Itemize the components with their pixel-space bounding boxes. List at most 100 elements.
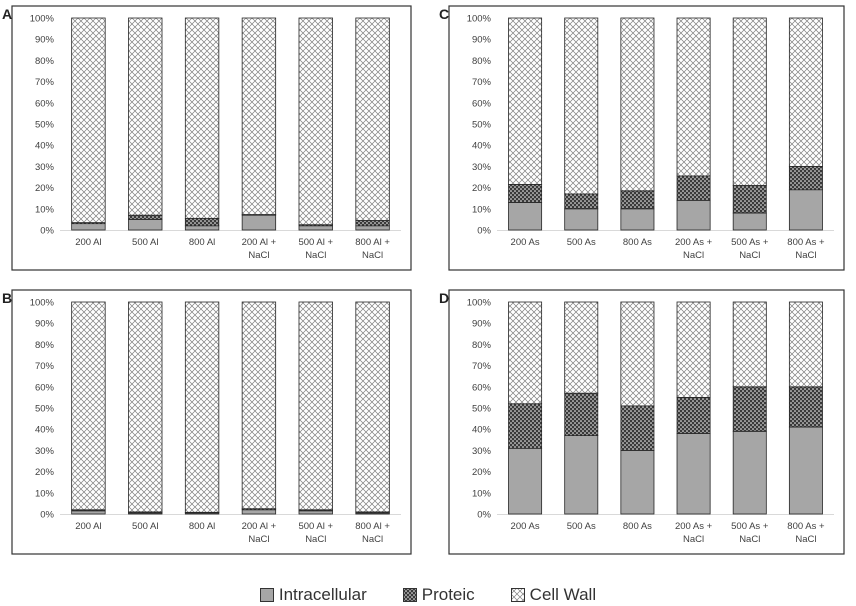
bar-intracellular [676, 199, 711, 231]
bar-intracellular [508, 447, 543, 515]
panel-frame [448, 289, 845, 555]
x-tick-label: 800 Al [189, 521, 215, 532]
legend: Intracellular Proteic Cell Wall [0, 584, 856, 606]
x-tick-label: 200 As + [675, 521, 713, 532]
legend-item-cellwall: Cell Wall [510, 585, 597, 605]
y-tick-label: 90% [35, 35, 55, 46]
bar-cellwall [620, 17, 655, 192]
y-tick-label: 60% [472, 382, 492, 393]
y-tick-label: 70% [472, 77, 492, 88]
y-tick-label: 30% [35, 446, 55, 457]
y-tick-label: 40% [35, 425, 55, 436]
y-tick-label: 10% [35, 204, 55, 215]
y-tick-label: 70% [35, 361, 55, 372]
x-tick-label: NaCl [248, 250, 269, 261]
y-tick-label: 0% [477, 510, 491, 521]
y-tick-label: 100% [30, 14, 55, 25]
y-tick-label: 0% [40, 510, 54, 521]
x-tick-label: 500 As [567, 521, 596, 532]
y-tick-label: 20% [35, 183, 55, 194]
bar-cellwall [508, 17, 543, 185]
x-tick-label: NaCl [305, 534, 326, 545]
bar-proteic [508, 403, 543, 449]
x-tick-label: 200 Al [75, 237, 101, 248]
legend-label-cellwall: Cell Wall [529, 585, 597, 604]
bar-intracellular [732, 212, 767, 231]
x-tick-label: 800 As [623, 237, 652, 248]
y-tick-label: 90% [35, 319, 55, 330]
bar-intracellular [788, 426, 823, 515]
bar-intracellular [564, 208, 599, 231]
bar-cellwall [298, 301, 333, 511]
y-tick-label: 80% [35, 56, 55, 67]
y-tick-label: 10% [472, 488, 492, 499]
y-tick-label: 10% [35, 488, 55, 499]
bar-intracellular [184, 225, 220, 231]
y-tick-label: 20% [472, 183, 492, 194]
panel-c: C 0% 10% 20% 30% 40% 50% 60% 70% 80% 90% 100% 200 As… [439, 5, 845, 271]
proteic-swatch [402, 588, 417, 602]
y-tick-label: 90% [472, 319, 492, 330]
bar-proteic [732, 185, 767, 214]
bar-cellwall [128, 17, 163, 216]
bar-intracellular [241, 509, 277, 515]
bar-cellwall [184, 301, 220, 513]
bar-cellwall [184, 17, 220, 219]
y-tick-label: 70% [472, 361, 492, 372]
panel-frame [11, 5, 412, 271]
bar-intracellular [128, 218, 163, 231]
panel-letter: C [439, 6, 449, 22]
panel-letter: A [2, 6, 12, 22]
x-tick-label: 500 As + [731, 521, 769, 532]
bar-cellwall [355, 17, 390, 221]
bar-proteic [676, 396, 711, 434]
y-tick-label: 80% [472, 56, 492, 67]
y-tick-label: 50% [35, 120, 55, 131]
bar-cellwall [71, 301, 106, 511]
y-tick-label: 40% [472, 141, 492, 152]
x-tick-label: 200 As [511, 521, 540, 532]
x-tick-label: 800 As + [787, 521, 825, 532]
bar-intracellular [620, 208, 655, 231]
x-tick-label: NaCl [683, 250, 704, 261]
y-tick-label: 100% [467, 298, 492, 309]
panel-frame [11, 289, 412, 555]
bar-proteic [620, 190, 655, 210]
x-tick-label: 200 As + [675, 237, 713, 248]
bar-proteic [184, 217, 220, 227]
x-tick-label: 200 As [511, 237, 540, 248]
bar-proteic [732, 386, 767, 432]
x-tick-label: NaCl [362, 534, 383, 545]
bar-proteic [564, 392, 599, 436]
bar-cellwall [355, 301, 390, 513]
y-tick-label: 30% [472, 446, 492, 457]
x-tick-label: NaCl [305, 250, 326, 261]
bar-cellwall [732, 301, 767, 388]
bar-proteic [508, 184, 543, 203]
bar-proteic [788, 386, 823, 428]
bar-cellwall [241, 301, 277, 510]
bar-cellwall [620, 301, 655, 407]
y-tick-label: 50% [472, 120, 492, 131]
bar-proteic [620, 405, 655, 451]
legend-label-proteic: Proteic [421, 585, 475, 604]
y-tick-label: 0% [477, 226, 491, 237]
panel-d: D 0% 10% 20% 30% 40% 50% 60% 70% 80% 90% 100% 200 As… [439, 289, 845, 555]
bar-intracellular [355, 225, 390, 231]
x-tick-label: 800 As [623, 521, 652, 532]
y-tick-label: 100% [467, 14, 492, 25]
bar-proteic [788, 165, 823, 191]
bar-cellwall [676, 301, 711, 398]
bar-intracellular [508, 202, 543, 231]
y-tick-label: 40% [35, 141, 55, 152]
panel-a: A 0% 10% 20% 30% 40% 50% 60% 70% 80% 90% 100% 200 Al… [2, 5, 412, 271]
x-tick-label: NaCl [795, 534, 816, 545]
bar-proteic [564, 193, 599, 210]
panel-letter: B [2, 290, 12, 306]
y-tick-label: 60% [35, 382, 55, 393]
bar-intracellular [732, 430, 767, 515]
y-tick-label: 30% [472, 162, 492, 173]
x-tick-label: NaCl [795, 250, 816, 261]
bar-intracellular [788, 189, 823, 231]
